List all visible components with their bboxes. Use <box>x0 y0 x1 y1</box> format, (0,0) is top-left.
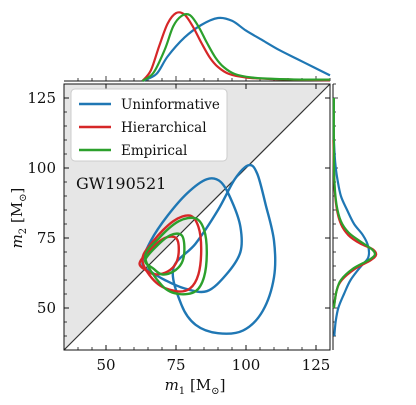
y-tick-label: 50 <box>37 299 56 317</box>
contour-layer <box>138 163 277 335</box>
x-tick-label: 125 <box>302 356 331 374</box>
x-axis-label: m1 [M⊙] <box>165 376 226 397</box>
y-tick-label: 75 <box>37 229 56 247</box>
contour-empirical-inner <box>144 232 186 276</box>
event-name-label: GW190521 <box>76 174 166 193</box>
legend-box <box>70 88 228 162</box>
m1-marginal-uninformative <box>141 16 331 83</box>
contour-empirical-outer <box>144 216 209 296</box>
legend-label-uninformative: Uninformative <box>121 97 220 113</box>
y-axis-ticks: 50 75 100 125 <box>27 83 330 337</box>
plot-frame <box>63 83 331 351</box>
contour-hierarchical-outer <box>141 214 203 293</box>
x-axis-ticks: 50 75 100 125 <box>77 84 331 374</box>
legend: Uninformative Hierarchical Empirical <box>70 88 228 162</box>
m2-marginal-panel <box>332 83 378 350</box>
m1-marginal-panel <box>64 11 331 83</box>
y-tick-label: 100 <box>27 159 56 177</box>
legend-label-hierarchical: Hierarchical <box>121 120 207 136</box>
contour-uninformative-outer <box>171 163 277 335</box>
joint-posterior-panel: 50 75 100 125 50 75 100 125 Uninformative Hier… <box>27 83 331 374</box>
contour-uninformative-inner <box>141 177 243 294</box>
x-tick-label: 100 <box>232 356 261 374</box>
y-tick-label: 125 <box>27 89 56 107</box>
x-tick-label: 75 <box>166 356 185 374</box>
m2-marginal-empirical <box>332 97 377 309</box>
x-tick-label: 50 <box>96 356 115 374</box>
equal-mass-line <box>63 83 331 351</box>
m1-marginal-empirical <box>141 13 331 82</box>
legend-label-empirical: Empirical <box>121 143 187 159</box>
y-axis-label: m2 [M⊙] <box>8 188 29 249</box>
